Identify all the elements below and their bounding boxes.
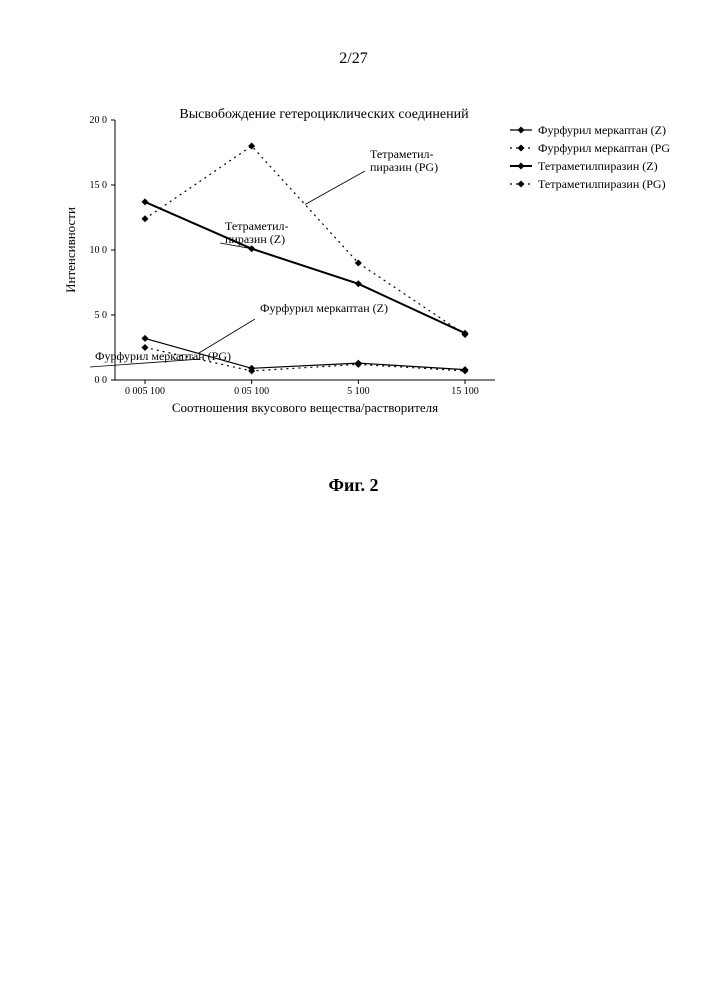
page: 2/27 Высвобождение гетероциклических сое… <box>0 0 707 1000</box>
x-axis-title: Соотношения вкусового вещества/растворит… <box>172 400 438 415</box>
series-marker <box>142 335 149 342</box>
annotation-text: Фурфурил меркаптан (PG) <box>95 349 231 363</box>
x-tick-label: 0 05 100 <box>234 386 269 397</box>
page-number: 2/27 <box>0 50 707 68</box>
annotation-text: пиразин (Z) <box>225 232 285 246</box>
annotation-text: Фурфурил меркаптан (Z) <box>260 301 388 315</box>
annotation: Тетраметил-пиразин (Z) <box>220 219 289 249</box>
annotation: Тетраметил-пиразин (PG) <box>305 147 438 205</box>
chart-svg: Высвобождение гетероциклических соединен… <box>50 100 670 440</box>
x-tick-label: 5 100 <box>347 386 370 397</box>
annotation-leader <box>305 171 365 205</box>
legend-marker <box>518 127 525 134</box>
annotation-text: пиразин (PG) <box>370 160 438 174</box>
y-tick-label: 20 0 <box>90 115 108 126</box>
annotation-text: Тетраметил- <box>225 219 289 233</box>
y-tick-label: 10 0 <box>90 245 108 256</box>
y-tick-label: 5 0 <box>95 310 108 321</box>
annotation-text: Тетраметил- <box>370 147 434 161</box>
legend-marker <box>518 163 525 170</box>
x-tick-label: 15 100 <box>451 386 479 397</box>
series-marker <box>355 280 362 287</box>
annotation: Фурфурил меркаптан (Z) <box>198 301 388 353</box>
annotation: Фурфурил меркаптан (PG) <box>90 349 231 367</box>
x-tick-label: 0 005 100 <box>125 386 165 397</box>
chart-container: Высвобождение гетероциклических соединен… <box>50 100 670 440</box>
series-marker <box>462 367 469 374</box>
series-marker <box>142 198 149 205</box>
y-tick-label: 15 0 <box>90 180 108 191</box>
series-marker <box>355 260 362 267</box>
legend-label: Тетраметилпиразин (Z) <box>538 159 658 173</box>
legend-label: Тетраметилпиразин (PG) <box>538 177 666 191</box>
y-axis-title: Интенсивности <box>63 207 78 293</box>
legend-label: Фурфурил меркаптан (PG) <box>538 141 670 155</box>
legend-marker <box>518 181 525 188</box>
legend-marker <box>518 145 525 152</box>
figure-caption: Фиг. 2 <box>0 475 707 496</box>
series-marker <box>355 361 362 368</box>
chart-title: Высвобождение гетероциклических соединен… <box>179 107 469 122</box>
y-tick-label: 0 0 <box>95 375 108 386</box>
legend-label: Фурфурил меркаптан (Z) <box>538 123 666 137</box>
series-marker <box>142 215 149 222</box>
